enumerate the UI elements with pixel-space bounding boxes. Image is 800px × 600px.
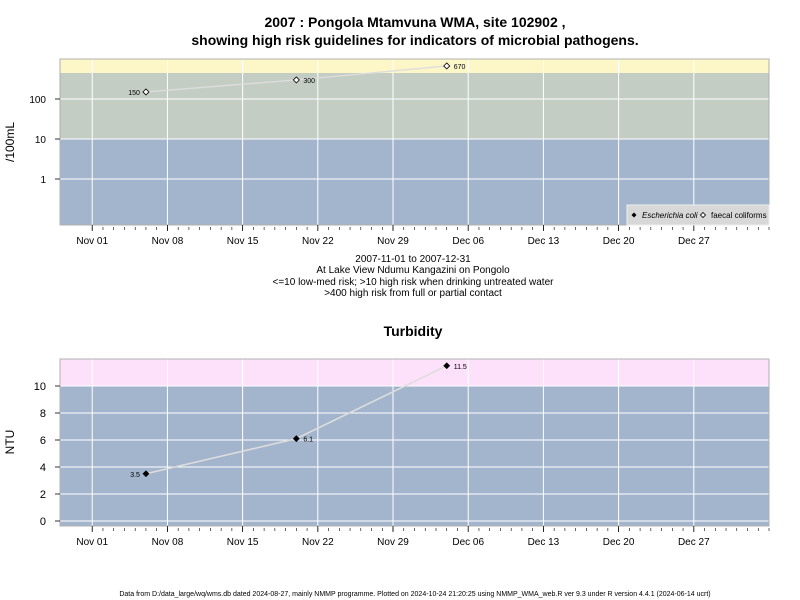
- y-tick-label: 1: [40, 175, 46, 186]
- microbial-y-axis: 1 10 100: [29, 95, 60, 186]
- y-tick-label: 4: [40, 462, 46, 474]
- turbidity-y-axis: 0 2 4 6 8 10: [34, 381, 60, 528]
- caption-date-range: 2007-11-01 to 2007-12-31: [355, 254, 471, 265]
- legend-box: [626, 204, 770, 226]
- y-tick-label: 10: [35, 135, 47, 146]
- legend-label-faecal: faecal coliforms: [711, 211, 767, 220]
- x-tick-label: Nov 01: [76, 537, 108, 548]
- caption-site: At Lake View Ndumu Kangazini on Pongolo: [316, 265, 510, 276]
- chart-title-line2: showing high risk guidelines for indicat…: [191, 32, 638, 48]
- turbidity-y-label: NTU: [3, 430, 17, 455]
- y-tick-label: 6: [40, 435, 46, 447]
- data-label-faecal-coliforms: 300: [303, 78, 315, 85]
- caption-guideline-1: <=10 low-med risk; >10 high risk when dr…: [273, 277, 555, 288]
- y-tick-label: 10: [34, 381, 46, 393]
- x-tick-label: Dec 06: [452, 537, 484, 548]
- legend: Escherichia coli faecal coliforms: [626, 204, 770, 226]
- y-tick-label: 2: [40, 489, 46, 501]
- x-tick-label: Dec 20: [603, 537, 635, 548]
- x-tick-label: Dec 27: [678, 236, 710, 247]
- band-high-drinking: [60, 73, 769, 139]
- turbidity-band-low: [60, 386, 769, 526]
- x-tick-label: Dec 13: [528, 537, 560, 548]
- turbidity-plot-frame: [59, 358, 770, 527]
- microbial-series: 150 300 670: [128, 62, 466, 97]
- x-tick-label: Nov 22: [302, 236, 334, 247]
- y-tick-label: 8: [40, 408, 46, 420]
- data-point-faecal-coliforms: [142, 88, 150, 96]
- data-label-faecal-coliforms: 150: [128, 90, 140, 97]
- data-point-faecal-coliforms: [443, 62, 451, 70]
- data-point-turbidity: [443, 362, 451, 370]
- microbial-plot-frame: [59, 58, 770, 226]
- x-tick-label: Nov 08: [152, 537, 184, 548]
- x-tick-label: Dec 13: [528, 236, 560, 247]
- x-tick-label: Dec 27: [678, 537, 710, 548]
- chart-title-line1: 2007 : Pongola Mtamvuna WMA, site 102902…: [264, 14, 565, 30]
- x-tick-label: Dec 20: [603, 236, 635, 247]
- footer-note: Data from D:/data_large/wq/wms.db dated …: [119, 591, 710, 598]
- x-tick-label: Nov 01: [76, 236, 108, 247]
- turbidity-x-axis: Nov 01 Nov 08 Nov 15 Nov 22 Nov 29 Dec 06 Dec …: [76, 526, 770, 548]
- microbial-x-axis: Nov 01 Nov 08 Nov 15 Nov 22 Nov 29 Dec 06 Dec …: [76, 225, 770, 247]
- legend-marker-ecoli: [631, 212, 637, 218]
- data-label-faecal-coliforms: 670: [454, 64, 466, 71]
- data-point-faecal-coliforms: [292, 76, 300, 84]
- turbidity-title: Turbidity: [384, 323, 443, 339]
- microbial-gridlines: [60, 59, 769, 225]
- microbial-panel: 1 10 100 Nov 01 Nov 08 Nov 15 Nov 22 Nov 29 Dec…: [3, 58, 770, 247]
- x-tick-label: Nov 08: [152, 236, 184, 247]
- x-tick-label: Nov 29: [377, 236, 409, 247]
- x-tick-label: Nov 22: [302, 537, 334, 548]
- caption-guideline-2: >400 high risk from full or partial cont…: [324, 288, 502, 299]
- y-tick-label: 100: [29, 95, 46, 106]
- data-label-turbidity: 3.5: [130, 472, 140, 479]
- microbial-y-label: /100mL: [3, 122, 17, 162]
- data-label-turbidity: 11.5: [454, 364, 467, 371]
- y-tick-label: 0: [40, 516, 46, 528]
- band-high-contact: [60, 59, 769, 73]
- turbidity-gridlines: [60, 359, 769, 526]
- turbidity-panel: 0 2 4 6 8 10 Nov 01 Nov 08 Nov 15 Nov 22 Nov 29 De…: [3, 358, 770, 548]
- x-tick-label: Nov 29: [377, 537, 409, 548]
- data-label-turbidity: 6.1: [303, 437, 313, 444]
- x-tick-label: Dec 06: [452, 236, 484, 247]
- data-point-turbidity: [292, 435, 300, 443]
- x-tick-label: Nov 15: [227, 537, 259, 548]
- legend-marker-faecal: [699, 211, 707, 219]
- legend-label-ecoli: Escherichia coli: [642, 211, 698, 220]
- data-point-turbidity: [142, 470, 150, 478]
- turbidity-series: 3.5 6.1 11.5: [130, 362, 467, 479]
- x-tick-label: Nov 15: [227, 236, 259, 247]
